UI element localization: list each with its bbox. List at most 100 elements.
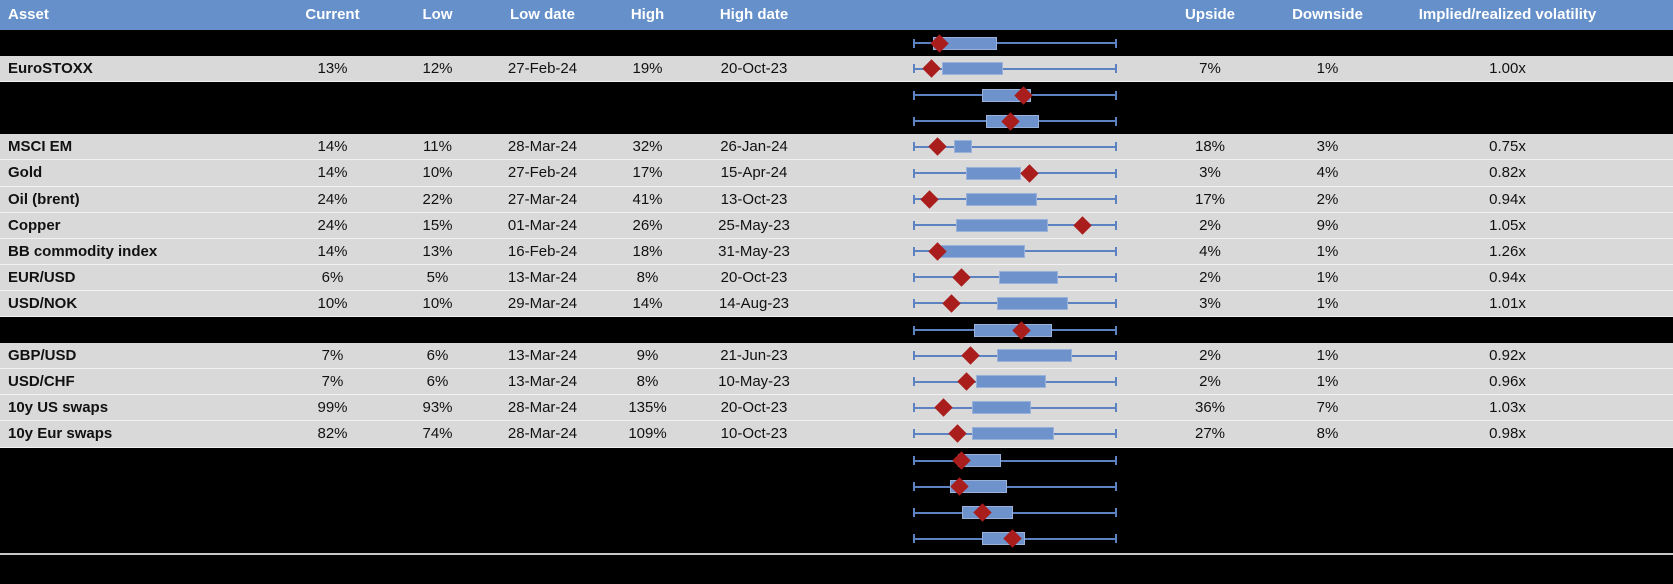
low-date-cell[interactable]: 13-Mar-24 xyxy=(507,347,578,365)
high-date-cell[interactable]: 13-Oct-23 xyxy=(720,190,788,208)
table-row[interactable]: EuroSTOXX 13% 12% 27-Feb-24 19% 20-Oct-23 7% 1%… xyxy=(0,56,1673,83)
upside-cell[interactable]: 4% xyxy=(1199,242,1221,260)
asset-cell[interactable]: 10y Eur swaps xyxy=(8,425,113,443)
downside-cell[interactable]: 9% xyxy=(1316,216,1339,234)
current-cell[interactable]: 82% xyxy=(317,425,348,443)
column-header-downside[interactable]: Downside xyxy=(1292,6,1363,23)
low-date-cell[interactable]: 27-Feb-24 xyxy=(507,60,578,78)
high-date-cell[interactable]: 10-Oct-23 xyxy=(720,425,788,443)
current-cell[interactable]: 7% xyxy=(321,373,344,391)
low-date-cell[interactable]: 28-Mar-24 xyxy=(507,425,578,443)
current-cell[interactable]: 14% xyxy=(317,138,348,156)
table-row-hidden[interactable] xyxy=(0,317,1673,344)
high-cell[interactable]: 18% xyxy=(632,242,663,260)
high-cell[interactable]: 109% xyxy=(628,425,667,443)
low-date-cell[interactable]: 28-Mar-24 xyxy=(507,399,578,417)
implied-cell[interactable]: 1.00x xyxy=(1489,60,1526,78)
column-header-high-date[interactable]: High date xyxy=(719,6,789,23)
upside-cell[interactable]: 18% xyxy=(1194,138,1226,156)
downside-cell[interactable]: 1% xyxy=(1316,268,1339,286)
high-date-cell[interactable]: 15-Apr-24 xyxy=(720,164,788,182)
asset-cell[interactable]: Copper xyxy=(8,216,61,234)
current-cell[interactable]: 7% xyxy=(321,347,344,365)
low-cell[interactable]: 10% xyxy=(422,164,453,182)
high-date-cell[interactable]: 20-Oct-23 xyxy=(720,60,788,78)
implied-cell[interactable]: 0.98x xyxy=(1489,425,1526,443)
downside-cell[interactable]: 1% xyxy=(1316,347,1339,365)
high-date-cell[interactable]: 26-Jan-24 xyxy=(720,138,788,156)
column-header-upside[interactable]: Upside xyxy=(1184,6,1235,23)
high-cell[interactable]: 9% xyxy=(636,347,659,365)
table-row[interactable]: BB commodity index 14% 13% 16-Feb-24 18% 31-M… xyxy=(0,238,1673,265)
upside-cell[interactable]: 7% xyxy=(1199,60,1221,78)
asset-cell[interactable]: BB commodity index xyxy=(8,242,158,260)
column-header-implied[interactable]: Implied/realized volatility xyxy=(1418,6,1597,23)
asset-cell[interactable]: USD/CHF xyxy=(8,373,75,391)
low-cell[interactable]: 13% xyxy=(422,242,453,260)
low-date-cell[interactable]: 13-Mar-24 xyxy=(507,268,578,286)
downside-cell[interactable]: 1% xyxy=(1316,294,1339,312)
current-cell[interactable]: 24% xyxy=(317,190,348,208)
high-cell[interactable]: 41% xyxy=(632,190,663,208)
column-header-current[interactable]: Current xyxy=(305,6,360,23)
implied-cell[interactable]: 1.01x xyxy=(1489,294,1526,312)
implied-cell[interactable]: 0.92x xyxy=(1489,347,1526,365)
upside-cell[interactable]: 2% xyxy=(1199,268,1221,286)
table-row-hidden[interactable] xyxy=(0,82,1673,109)
table-row[interactable]: Oil (brent) 24% 22% 27-Mar-24 41% 13-Oct-23 17… xyxy=(0,186,1673,213)
high-cell[interactable]: 19% xyxy=(632,60,663,78)
column-header-low-date[interactable]: Low date xyxy=(509,6,575,23)
low-cell[interactable]: 12% xyxy=(422,60,453,78)
implied-cell[interactable]: 0.75x xyxy=(1489,138,1526,156)
implied-cell[interactable]: 1.03x xyxy=(1489,399,1526,417)
table-row[interactable]: MSCI EM 14% 11% 28-Mar-24 32% 26-Jan-24 18% 3% 0… xyxy=(0,134,1673,161)
current-cell[interactable]: 99% xyxy=(317,399,348,417)
implied-cell[interactable]: 0.96x xyxy=(1489,373,1526,391)
downside-cell[interactable]: 2% xyxy=(1316,190,1339,208)
downside-cell[interactable]: 7% xyxy=(1316,399,1339,417)
high-cell[interactable]: 32% xyxy=(632,138,663,156)
low-cell[interactable]: 6% xyxy=(426,347,449,365)
low-cell[interactable]: 10% xyxy=(422,294,453,312)
upside-cell[interactable]: 3% xyxy=(1199,164,1221,182)
high-cell[interactable]: 17% xyxy=(632,164,663,182)
upside-cell[interactable]: 27% xyxy=(1194,425,1226,443)
high-date-cell[interactable]: 25-May-23 xyxy=(718,216,790,234)
upside-cell[interactable]: 2% xyxy=(1199,347,1221,365)
table-row[interactable]: EUR/USD 6% 5% 13-Mar-24 8% 20-Oct-23 2% 1% 0.94x xyxy=(0,264,1673,291)
low-date-cell[interactable]: 27-Mar-24 xyxy=(507,190,578,208)
implied-cell[interactable]: 1.26x xyxy=(1489,242,1526,260)
low-date-cell[interactable]: 27-Feb-24 xyxy=(507,164,578,182)
low-cell[interactable]: 6% xyxy=(426,373,449,391)
high-date-cell[interactable]: 20-Oct-23 xyxy=(720,399,788,417)
asset-cell[interactable]: GBP/USD xyxy=(8,347,77,365)
table-row[interactable]: Gold 14% 10% 27-Feb-24 17% 15-Apr-24 3% 4% 0.82x xyxy=(0,160,1673,187)
high-date-cell[interactable]: 20-Oct-23 xyxy=(720,268,788,286)
current-cell[interactable]: 14% xyxy=(317,242,348,260)
upside-cell[interactable]: 2% xyxy=(1199,373,1221,391)
high-date-cell[interactable]: 14-Aug-23 xyxy=(718,294,790,312)
asset-cell[interactable]: MSCI EM xyxy=(8,138,73,156)
asset-cell[interactable]: 10y US swaps xyxy=(8,399,109,417)
current-cell[interactable]: 10% xyxy=(317,294,348,312)
current-cell[interactable]: 13% xyxy=(317,60,348,78)
implied-cell[interactable]: 0.82x xyxy=(1489,164,1526,182)
high-date-cell[interactable]: 31-May-23 xyxy=(718,242,790,260)
column-header-low[interactable]: Low xyxy=(422,6,453,23)
low-cell[interactable]: 22% xyxy=(422,190,453,208)
table-row[interactable]: Copper 24% 15% 01-Mar-24 26% 25-May-23 2% 9% 1.0… xyxy=(0,212,1673,239)
low-cell[interactable]: 15% xyxy=(422,216,453,234)
low-date-cell[interactable]: 01-Mar-24 xyxy=(507,216,578,234)
column-header-high[interactable]: High xyxy=(630,6,665,23)
asset-cell[interactable]: Gold xyxy=(8,164,43,182)
implied-cell[interactable]: 0.94x xyxy=(1489,190,1526,208)
downside-cell[interactable]: 3% xyxy=(1316,138,1339,156)
table-row-hidden[interactable] xyxy=(0,447,1673,474)
high-cell[interactable]: 135% xyxy=(628,399,667,417)
column-header-asset[interactable]: Asset xyxy=(8,6,49,23)
high-cell[interactable]: 8% xyxy=(636,268,659,286)
low-date-cell[interactable]: 29-Mar-24 xyxy=(507,294,578,312)
high-cell[interactable]: 26% xyxy=(632,216,663,234)
low-cell[interactable]: 93% xyxy=(422,399,453,417)
low-date-cell[interactable]: 28-Mar-24 xyxy=(507,138,578,156)
